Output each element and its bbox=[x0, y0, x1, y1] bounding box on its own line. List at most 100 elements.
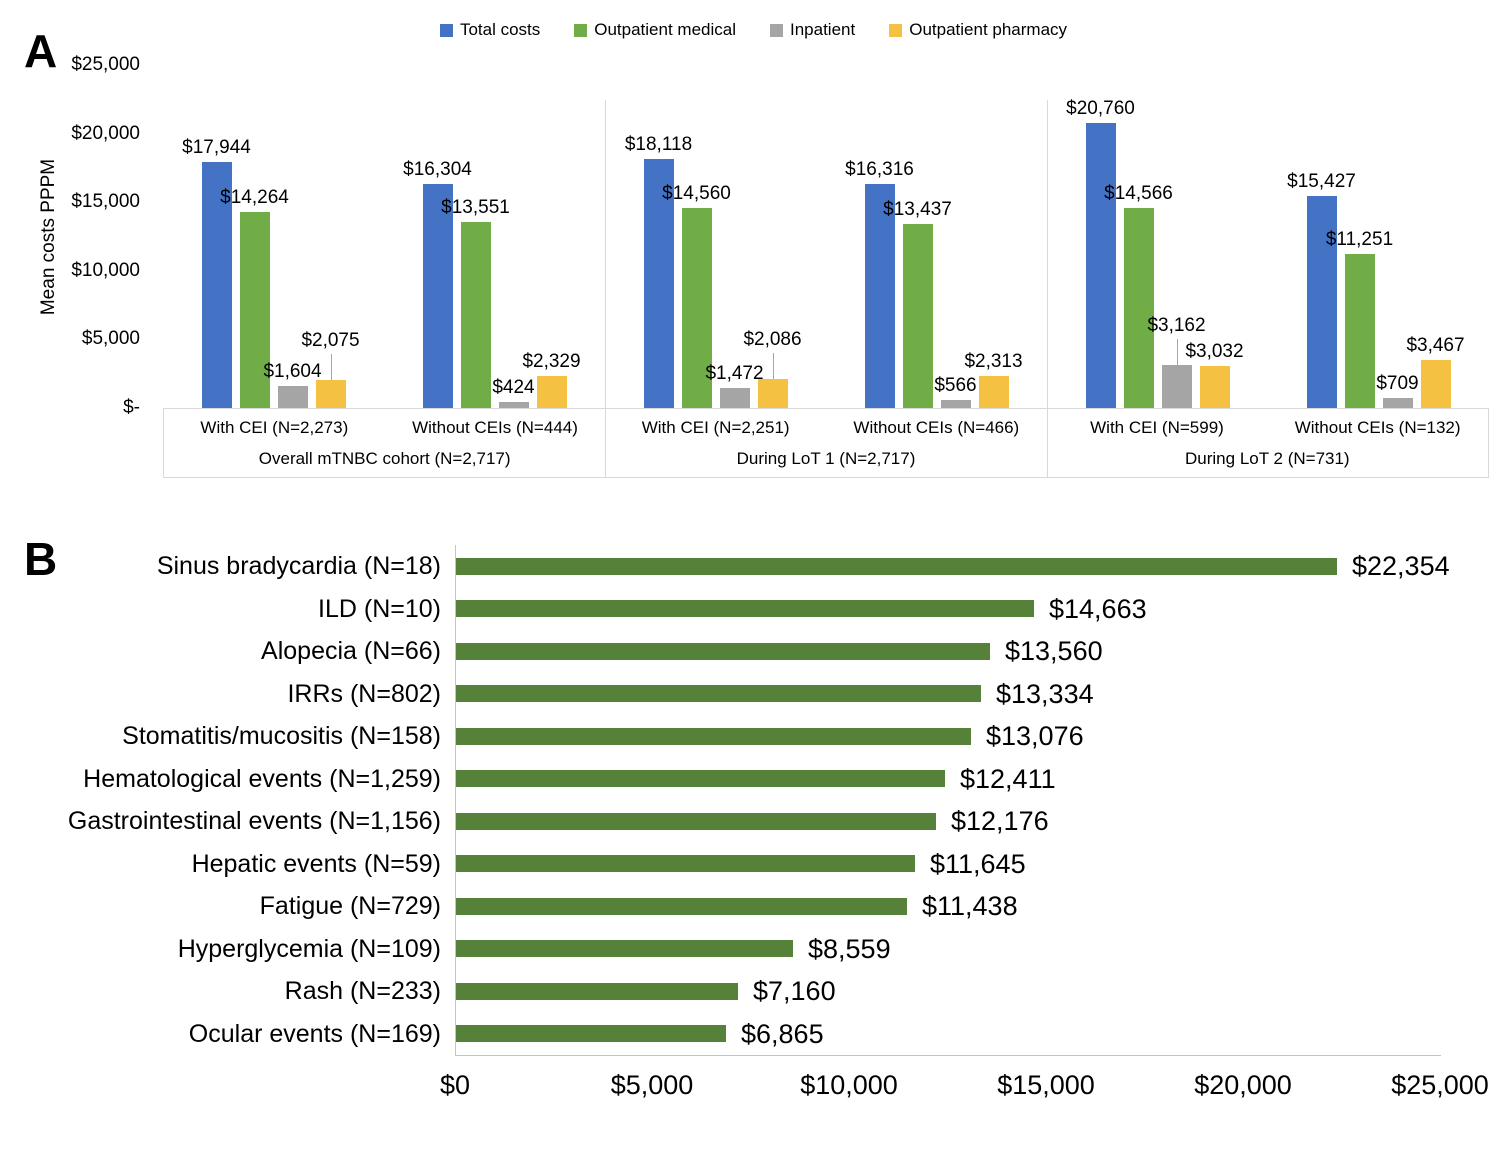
y-tick-label: $15,000 bbox=[71, 191, 140, 213]
legend-item-total-costs: Total costs bbox=[439, 20, 541, 40]
bar-inpatient: $1,472 bbox=[705, 363, 764, 408]
bar-value-label: $14,566 bbox=[1104, 183, 1173, 204]
category-axis: With CEI (N=2,273) Without CEIs (N=444) Ov… bbox=[163, 408, 1489, 478]
category-label-alopecia-n-66: Alopecia (N=66) bbox=[261, 637, 441, 666]
x-tick-label: $15,000 bbox=[997, 1070, 1095, 1100]
legend-swatch-outpatient-medical bbox=[574, 23, 588, 37]
section-divider bbox=[605, 100, 606, 478]
group-label: Without CEIs (N=444) bbox=[412, 418, 578, 437]
category-label-ocular-events-n-169: Ocular events (N=169) bbox=[188, 1019, 441, 1048]
label-leader-line bbox=[330, 354, 332, 380]
bar-value-label: $2,329 bbox=[522, 351, 581, 372]
horizontal-bar-chart: $22,354 $14,663 $13,560 $13,334 $13,076 $12,4… bbox=[455, 545, 1450, 1056]
category-label-fatigue-n-729: Fatigue (N=729) bbox=[259, 892, 441, 921]
axis-section-during-lot-2-n-731: With CEI (N=599) Without CEIs (N=132) Duri… bbox=[1047, 409, 1488, 477]
bar-gastrointestinal-events-n-1-156 bbox=[456, 812, 936, 830]
bar-outpatient-pharmacy: $2,313 bbox=[964, 351, 1023, 408]
legend-label: Outpatient pharmacy bbox=[909, 20, 1068, 39]
bar-outpatient-pharmacy: $2,329 bbox=[522, 351, 581, 408]
bar-total-costs: $16,304 bbox=[403, 159, 472, 408]
category-label-ild-n-10: ILD (N=10) bbox=[318, 594, 441, 623]
x-tick-label: $20,000 bbox=[1194, 1070, 1292, 1100]
bar-value-label: $2,075 bbox=[301, 330, 360, 351]
bar-total-costs: $15,427 bbox=[1287, 171, 1356, 408]
bar-value-label: $14,560 bbox=[662, 183, 731, 204]
bar-hematological-events-n-1-259 bbox=[456, 770, 945, 788]
legend-swatch-outpatient-pharmacy bbox=[889, 23, 903, 37]
bar-value-label: $16,316 bbox=[845, 159, 914, 180]
bar-outpatient-medical: $13,437 bbox=[883, 199, 952, 408]
section-label: During LoT 1 (N=2,717) bbox=[736, 449, 916, 468]
bar-total-costs: $17,944 bbox=[182, 137, 251, 408]
bar-value-label: $1,604 bbox=[263, 361, 322, 382]
bar-fatigue-n-729 bbox=[456, 897, 907, 915]
legend-swatch-total-costs bbox=[439, 23, 453, 37]
bar-value-label: $2,313 bbox=[964, 351, 1023, 372]
category-label-rash-n-233: Rash (N=233) bbox=[284, 977, 441, 1006]
label-leader-line bbox=[1176, 339, 1178, 365]
bar-value-label: $17,944 bbox=[182, 137, 251, 158]
bar-value-label: $7,160 bbox=[753, 976, 836, 1007]
bar-value-label: $566 bbox=[934, 375, 977, 396]
y-tick-label: $5,000 bbox=[81, 328, 140, 350]
section-label: During LoT 2 (N=731) bbox=[1185, 449, 1350, 468]
bar-inpatient: $709 bbox=[1376, 373, 1419, 408]
legend-swatch-inpatient bbox=[770, 23, 783, 37]
bar-value-label: $11,251 bbox=[1325, 229, 1394, 250]
label-leader-line bbox=[772, 353, 774, 379]
bar-value-label: $11,438 bbox=[922, 891, 1018, 922]
legend-item-outpatient-pharmacy: Outpatient pharmacy bbox=[889, 20, 1067, 40]
category-labels: Sinus bradycardia (N=18) ILD (N=10) Alopec… bbox=[0, 545, 447, 1055]
legend: Total costs Outpatient medical Inpatient Ou… bbox=[0, 20, 1507, 40]
bar-total-costs: $18,118 bbox=[625, 134, 692, 408]
legend-label: Outpatient medical bbox=[594, 20, 736, 39]
bar-total-costs: $16,316 bbox=[845, 159, 914, 408]
category-label-irrs-n-802: IRRs (N=802) bbox=[287, 679, 441, 708]
panel-b-label: B bbox=[24, 533, 58, 585]
bar-value-label: $1,472 bbox=[705, 363, 764, 384]
bar-sinus-bradycardia-n-18 bbox=[456, 557, 1337, 575]
bar-outpatient-pharmacy: $3,032 bbox=[1185, 341, 1244, 408]
bar-value-label: $6,865 bbox=[741, 1018, 824, 1049]
axis-section-overall-mtnbc-cohort-n-2-717: With CEI (N=2,273) Without CEIs (N=444) Ov… bbox=[164, 409, 605, 477]
bar-value-label: $13,560 bbox=[1005, 636, 1103, 667]
category-label-hyperglycemia-n-109: Hyperglycemia (N=109) bbox=[177, 934, 441, 963]
legend-label: Total costs bbox=[459, 20, 541, 39]
bar-outpatient-medical: $13,551 bbox=[441, 197, 510, 408]
bar-value-label: $14,264 bbox=[220, 187, 289, 208]
bar-value-label: $14,663 bbox=[1049, 593, 1147, 624]
bar-value-label: $11,645 bbox=[930, 848, 1026, 879]
x-tick-label: $10,000 bbox=[800, 1070, 898, 1100]
panel-a-label: A bbox=[24, 25, 58, 77]
bar-rash-n-233 bbox=[456, 982, 738, 1000]
bar-outpatient-medical: $14,566 bbox=[1104, 183, 1173, 408]
bar-value-label: $3,467 bbox=[1406, 335, 1465, 356]
bar-value-label: $22,354 bbox=[1352, 551, 1450, 582]
bar-value-label: $15,427 bbox=[1287, 171, 1356, 192]
bar-group-without-ceis-n-444: $16,304 $13,551 $424 $2,329 bbox=[403, 159, 581, 408]
legend-item-inpatient: Inpatient bbox=[770, 20, 855, 40]
bar-value-label: $12,411 bbox=[960, 763, 1056, 794]
bar-outpatient-medical: $11,251 bbox=[1326, 229, 1393, 408]
section-divider bbox=[1047, 100, 1048, 478]
y-tick-label: $20,000 bbox=[71, 122, 140, 144]
bar-total-costs: $20,760 bbox=[1066, 98, 1135, 408]
y-tick-label: $25,000 bbox=[71, 54, 140, 75]
bar-value-label: $13,551 bbox=[441, 197, 510, 218]
category-label-stomatitis-mucositis-n-158: Stomatitis/mucositis (N=158) bbox=[122, 722, 441, 751]
group-label: Without CEIs (N=466) bbox=[853, 418, 1020, 437]
category-label-gastrointestinal-events-n-1-156: Gastrointestinal events (N=1,156) bbox=[67, 807, 441, 836]
category-label-sinus-bradycardia-n-18: Sinus bradycardia (N=18) bbox=[156, 552, 441, 581]
bar-value-label: $20,760 bbox=[1066, 98, 1135, 119]
bar-value-label: $16,304 bbox=[403, 159, 472, 180]
section-label: Overall mTNBC cohort (N=2,717) bbox=[258, 449, 511, 468]
bar-group-with-cei-n-2-273: $17,944 $14,264 $1,604 $2,075 bbox=[182, 137, 360, 408]
bar-outpatient-pharmacy: $2,086 bbox=[743, 329, 802, 408]
bar-alopecia-n-66 bbox=[456, 642, 990, 660]
y-tick-label: $10,000 bbox=[71, 259, 140, 281]
bar-hyperglycemia-n-109 bbox=[456, 940, 793, 958]
group-label: With CEI (N=2,273) bbox=[200, 418, 349, 437]
